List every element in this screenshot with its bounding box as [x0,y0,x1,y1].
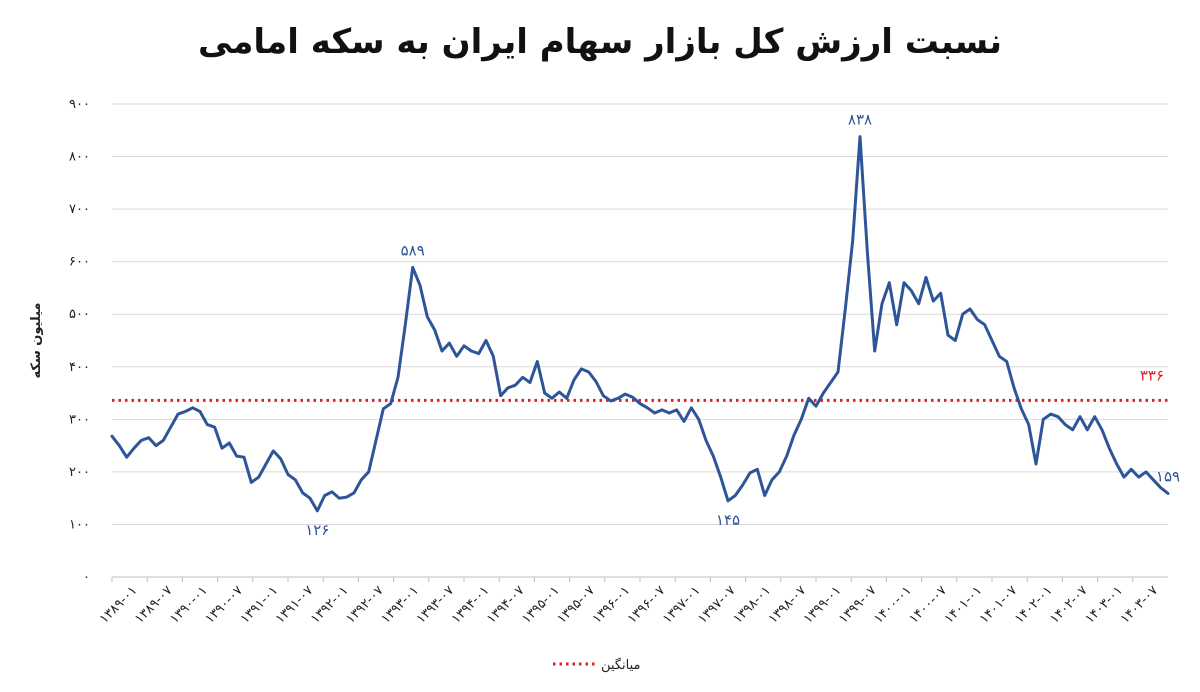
chart-title: نسبت ارزش کل بازار سهام ایران به سکه اما… [197,22,1003,62]
y-tick-label: ۰ [83,570,90,585]
y-tick-label: ۵۰۰ [69,307,90,322]
y-tick-label: ۹۰۰ [69,97,90,112]
x-tick-label: ۱۳۹۲-۰۱ [308,583,352,627]
y-tick-label: ۲۰۰ [69,465,90,480]
x-tick-label: ۱۳۹۰-۰۱ [167,583,211,627]
mean-value-label: ۳۳۶ [1140,366,1164,384]
x-tick-label: ۱۴۰۱-۰۱ [942,583,986,627]
x-tick-label: ۱۳۹۶-۰۷ [625,583,669,627]
data-label: ۱۲۶ [305,521,329,539]
x-tick-label: ۱۳۹۵-۰۷ [554,583,598,627]
x-tick-label: ۱۳۹۷-۰۱ [660,583,704,627]
series-line [110,135,1170,513]
x-tick-label: ۱۳۹۹-۰۱ [801,583,845,627]
data-label: ۵۸۹ [401,241,425,259]
x-tick-label: ۱۳۹۶-۰۱ [590,583,634,627]
x-tick-label: ۱۴۰۰-۰۱ [871,583,915,627]
x-tick-label: ۱۳۸۹-۰۷ [132,583,176,627]
x-tick-label: ۱۳۹۱-۰۱ [238,583,282,627]
x-tick-label: ۱۳۹۹-۰۷ [836,583,880,627]
data-label: ۱۴۵ [716,511,740,529]
x-tick-label: ۱۴۰۱-۰۷ [977,583,1021,627]
x-tick-label: ۱۳۹۵-۰۱ [519,583,563,627]
y-axis-label: میلیون سکه [29,303,44,379]
x-tick-label: ۱۳۹۴-۰۱ [449,583,493,627]
x-tick-label: ۱۴۰۲-۰۱ [1012,583,1056,627]
x-tick-label: ۱۳۹۸-۰۷ [766,583,810,627]
legend-label-mean: میانگین [601,657,640,673]
x-tick-label: ۱۴۰۳-۰۷ [1118,583,1162,627]
y-tick-label: ۳۰۰ [69,412,90,427]
x-tick-label: ۱۴۰۲-۰۷ [1047,583,1091,627]
x-tick-label: ۱۳۹۳-۰۱ [378,583,422,627]
y-tick-label: ۴۰۰ [69,360,90,375]
data-label: ۱۵۹ [1156,467,1180,485]
y-tick-label: ۷۰۰ [69,202,90,217]
x-tick-label: ۱۳۹۸-۰۱ [730,583,774,627]
x-tick-label: ۱۳۹۳-۰۷ [414,583,458,627]
x-tick-label: ۱۴۰۰-۰۷ [906,583,950,627]
x-tick-label: ۱۳۹۷-۰۷ [695,583,739,627]
x-tick-label: ۱۴۰۳-۰۱ [1082,583,1126,627]
y-tick-label: ۸۰۰ [69,150,90,165]
y-tick-label: ۱۰۰ [69,517,90,532]
x-tick-label: ۱۳۸۹-۰۱ [97,583,141,627]
x-tick-label: ۱۳۹۴-۰۷ [484,583,528,627]
data-label: ۸۳۸ [848,111,872,129]
x-tick-label: ۱۳۹۰-۰۷ [202,583,246,627]
y-tick-label: ۶۰۰ [69,255,90,270]
x-tick-label: ۱۳۹۱-۰۷ [273,583,317,627]
x-tick-label: ۱۳۹۲-۰۷ [343,583,387,627]
